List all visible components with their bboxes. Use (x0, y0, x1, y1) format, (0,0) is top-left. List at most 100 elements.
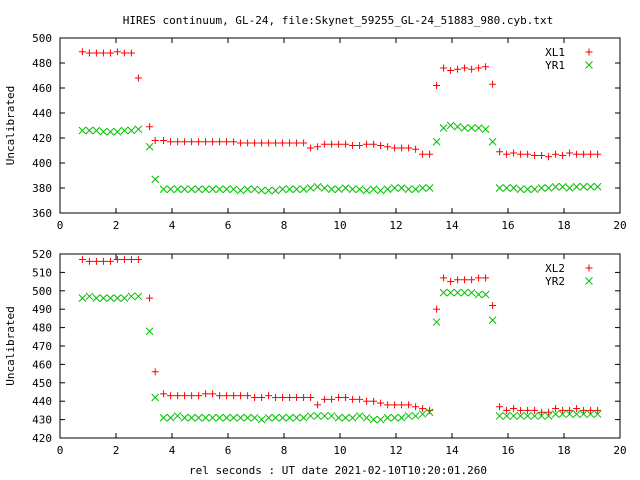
data-point-xl1 (531, 152, 539, 159)
data-point-xl1 (468, 65, 476, 73)
data-point-yr2 (446, 288, 455, 297)
data-point-xl2 (216, 392, 224, 400)
x-tick-label-bottom: 18 (557, 444, 570, 457)
data-point-xl2 (342, 394, 350, 402)
data-point-yr1 (271, 186, 280, 195)
data-point-yr1 (586, 182, 595, 191)
data-point-yr1 (187, 185, 196, 194)
data-point-yr2 (334, 413, 343, 422)
data-point-yr2 (257, 415, 266, 424)
y-tick-label-bottom: 500 (32, 285, 52, 298)
data-point-xl2 (92, 257, 100, 265)
data-point-yr2 (355, 412, 364, 420)
data-point-xl1 (594, 150, 602, 158)
data-point-xl1 (244, 139, 252, 147)
data-point-yr2 (320, 412, 329, 420)
data-point-xl1 (559, 152, 567, 159)
data-point-yr2 (187, 413, 196, 422)
data-point-yr2 (383, 413, 392, 422)
data-point-yr1 (99, 127, 108, 136)
y-tick-label-bottom: 430 (32, 414, 52, 427)
data-point-yr1 (418, 184, 427, 192)
data-point-yr1 (78, 126, 87, 135)
data-point-yr2 (313, 412, 322, 420)
data-point-xl2 (559, 406, 567, 414)
data-point-xl1 (78, 48, 86, 56)
data-point-xl1 (160, 137, 168, 144)
data-point-yr2 (180, 413, 189, 422)
x-tick-label-top: 2 (113, 219, 120, 232)
data-point-xl1 (377, 142, 385, 149)
data-point-xl1 (363, 140, 371, 148)
data-point-yr1 (376, 186, 385, 195)
data-point-yr1 (222, 185, 231, 194)
data-point-xl2 (223, 392, 231, 400)
data-point-yr1 (348, 185, 357, 194)
data-point-xl2 (127, 256, 135, 264)
data-point-xl2 (321, 395, 329, 403)
panel-bottom: Uncalibrated XL2 YR2 0 2 4 6 8 10 12 14 16 18 20 42… (4, 248, 627, 457)
data-point-yr2 (166, 413, 175, 422)
y-tick-label-bottom: 420 (32, 432, 52, 445)
data-point-xl2 (202, 390, 210, 398)
data-point-yr2 (523, 412, 532, 420)
data-point-yr2 (474, 290, 483, 299)
x-tick-label-bottom: 10 (333, 444, 346, 457)
data-point-yr1 (299, 185, 308, 194)
data-point-xl1 (384, 143, 392, 151)
x-tick-label-bottom: 6 (225, 444, 232, 457)
data-point-xl2 (587, 406, 595, 414)
data-point-xl2 (440, 274, 448, 282)
data-point-xl1 (545, 153, 553, 161)
data-point-yr2 (397, 413, 406, 422)
data-point-yr1 (145, 142, 154, 151)
data-point-xl1 (419, 150, 427, 158)
x-tick-label-bottom: 4 (169, 444, 176, 457)
x-tick-label-top: 12 (389, 219, 402, 232)
data-point-yr2 (327, 412, 336, 420)
data-point-yr1 (120, 126, 129, 135)
data-point-xl1 (314, 143, 322, 151)
data-point-yr2 (92, 294, 101, 303)
data-point-xl2 (489, 302, 497, 310)
data-point-xl1 (92, 49, 100, 57)
data-point-yr2 (341, 413, 350, 422)
data-point-xl1 (113, 48, 121, 56)
data-point-yr1 (355, 185, 364, 194)
data-point-xl1 (251, 139, 259, 147)
data-point-yr2 (151, 393, 160, 402)
data-point-yr1 (397, 184, 406, 192)
data-point-yr1 (180, 185, 189, 194)
data-point-xl2 (447, 278, 455, 286)
data-point-yr1 (495, 184, 504, 192)
data-point-xl2 (237, 392, 245, 400)
data-point-yr2 (362, 413, 371, 422)
data-point-yr1 (432, 137, 441, 146)
data-point-yr1 (467, 124, 476, 132)
data-point-xl2 (475, 274, 483, 282)
data-point-xl1 (237, 139, 245, 147)
data-point-xl1 (307, 144, 315, 152)
y-axis-label-top: Uncalibrated (4, 86, 17, 165)
data-point-yr2 (306, 412, 315, 420)
data-point-xl1 (426, 150, 434, 158)
data-point-yr2 (439, 288, 448, 297)
data-point-xl2 (272, 394, 280, 402)
data-point-xl2 (328, 395, 336, 403)
data-point-yr2 (530, 412, 539, 420)
data-point-xl1 (566, 149, 574, 157)
data-point-yr2 (411, 412, 420, 420)
data-point-xl1 (461, 64, 469, 72)
data-point-xl1 (230, 138, 238, 146)
data-point-yr2 (278, 413, 287, 422)
data-point-yr1 (85, 126, 94, 135)
data-point-yr2 (495, 412, 504, 420)
data-point-yr2 (145, 327, 154, 336)
data-point-xl2 (106, 257, 114, 265)
x-tick-label-top: 0 (57, 219, 64, 232)
data-point-yr2 (106, 294, 115, 303)
data-point-yr1 (425, 184, 434, 192)
data-point-xl2 (174, 392, 182, 400)
data-point-xl1 (146, 123, 154, 131)
data-point-yr1 (530, 185, 539, 194)
